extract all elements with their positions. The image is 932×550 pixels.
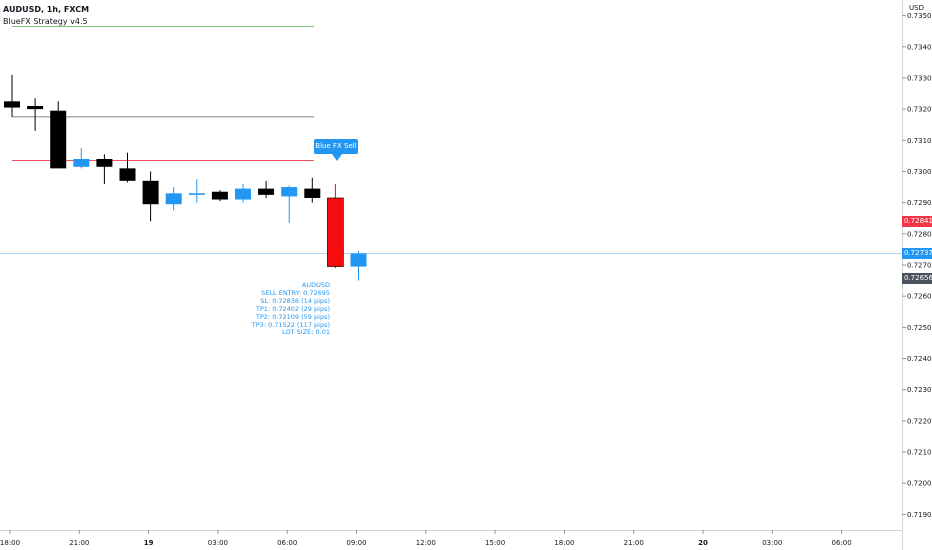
candle-body (350, 253, 367, 267)
price-label-low: 0.72656 (902, 273, 932, 285)
candle-body (281, 187, 298, 197)
candle-body (304, 188, 321, 198)
price-label-sl: 0.72841 (902, 215, 932, 227)
x-tick-label: 06:00 (277, 539, 297, 547)
x-tick-label: 21:00 (69, 539, 89, 547)
x-tick-label: 20 (698, 539, 708, 547)
x-tick-label: 03:00 (762, 539, 782, 547)
indicator-title: BlueFX Strategy v4.5 (3, 17, 88, 26)
trade-info-sl: SL: 0.72836 (14 pips) (260, 296, 330, 305)
price-label-current: 0.72737 (902, 247, 932, 259)
candle-body (73, 159, 90, 167)
candle-body (327, 197, 344, 267)
trade-info-tp3: TP3: 0.71522 (117 pips) (251, 320, 330, 329)
trade-info-panel: AUDUSD SELL ENTRY: 0.72695 SL: 0.72836 (… (240, 281, 330, 337)
candle-body (211, 191, 228, 200)
trade-info-tp1: TP1: 0.72402 (29 pips) (255, 304, 330, 313)
candle-body (27, 106, 44, 110)
x-tick-label: 18:00 (554, 539, 574, 547)
candle-body (258, 188, 275, 195)
x-tick-label: 12:00 (416, 539, 436, 547)
candle-body (188, 193, 205, 195)
candle-body (119, 168, 136, 181)
trade-info-tp2: TP2: 0.72109 (59 pips) (255, 312, 330, 321)
x-tick-label: 21:00 (624, 539, 644, 547)
x-tick-label: 09:00 (346, 539, 366, 547)
x-tick-label: 19 (144, 539, 154, 547)
x-tick-label: 03:00 (208, 539, 228, 547)
candle-body (235, 188, 251, 200)
symbol-title: AUDUSD, 1h, FXCM (3, 5, 90, 14)
candle-body (165, 193, 182, 205)
y-tick-label: 0.71900 (907, 511, 932, 519)
candle-body (50, 110, 67, 169)
x-tick-label: 06:00 (832, 539, 852, 547)
trade-info-entry: SELL ENTRY: 0.72695 (261, 288, 330, 297)
currency-label: USD (909, 4, 924, 12)
trade-info-symbol: AUDUSD (301, 281, 330, 289)
signal-tag: Blue FX Sell (314, 139, 358, 154)
candle-body (4, 101, 20, 108)
trade-info-lot: LOT SIZE: 0.01 (282, 328, 330, 337)
x-tick-label: 18:00 (0, 539, 20, 547)
signal-tag-arrow (332, 154, 342, 161)
candle-body (96, 159, 113, 167)
x-tick-label: 15:00 (485, 539, 505, 547)
candle-body (142, 180, 159, 205)
